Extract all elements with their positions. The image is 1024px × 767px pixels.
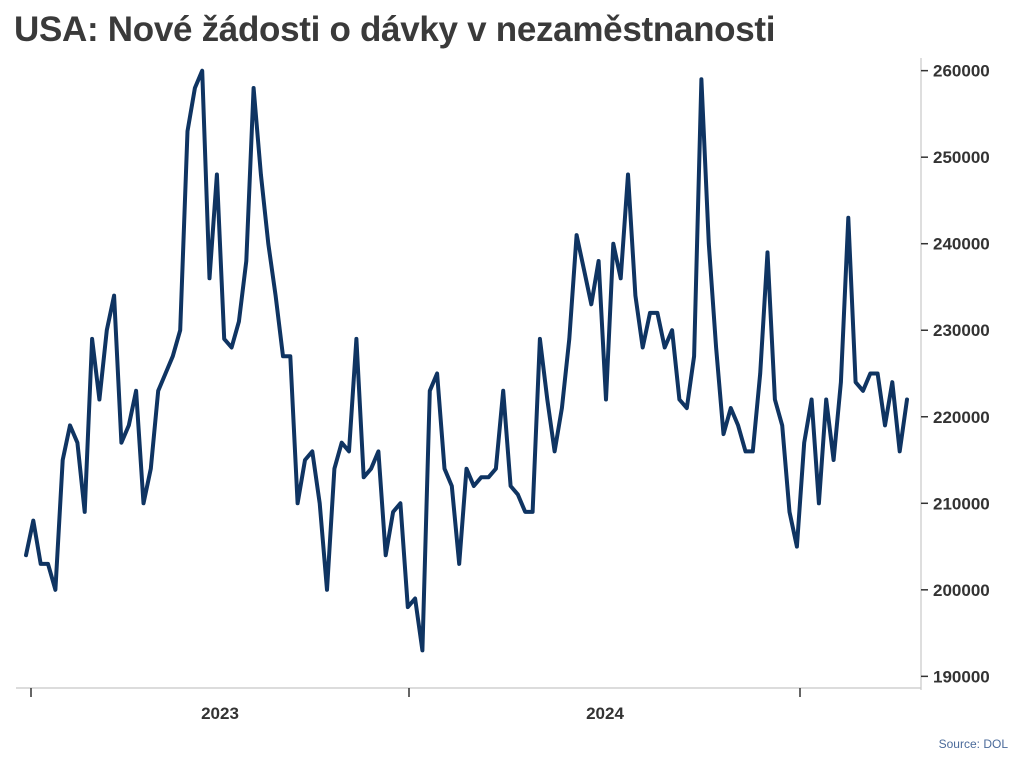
- y-tick-label: 190000: [933, 667, 990, 686]
- y-tick-label: 200000: [933, 581, 990, 600]
- y-tick-label: 210000: [933, 494, 990, 513]
- y-tick-label: 250000: [933, 148, 990, 167]
- y-tick-label: 260000: [933, 62, 990, 81]
- series-line: [24, 68, 909, 653]
- x-tick-label: 2024: [586, 704, 624, 723]
- y-tick-label: 240000: [933, 235, 990, 254]
- chart-title: USA: Nové žádosti o dávky v nezaměstnano…: [14, 10, 776, 49]
- source-note: Source: DOL: [938, 737, 1008, 751]
- y-tick-label: 220000: [933, 408, 990, 427]
- x-tick-label: 2023: [201, 704, 239, 723]
- y-tick-label: 230000: [933, 321, 990, 340]
